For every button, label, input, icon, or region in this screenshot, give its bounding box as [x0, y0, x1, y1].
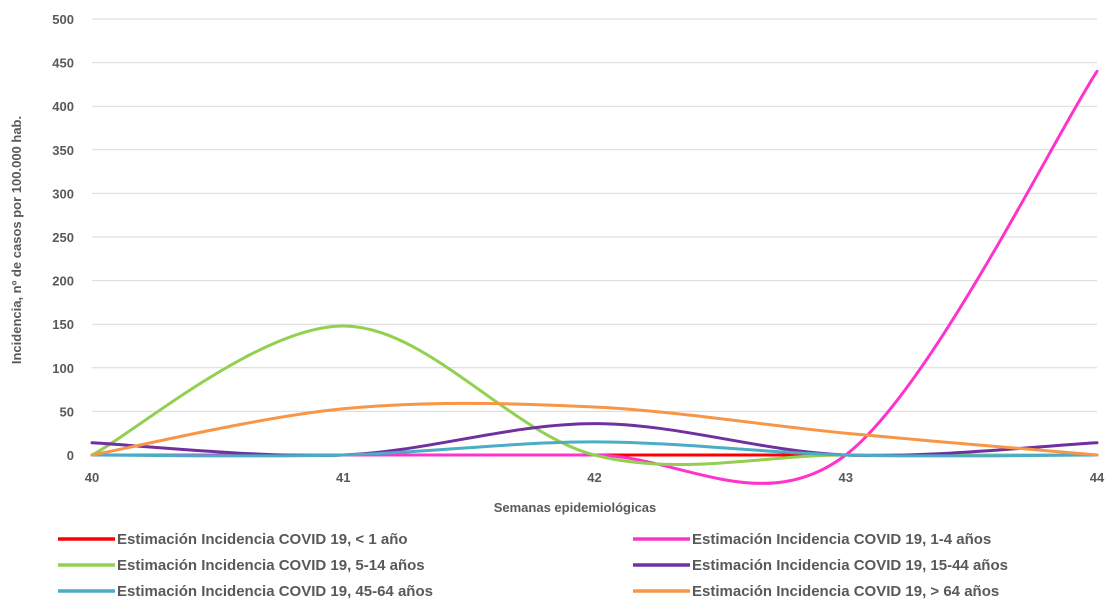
x-tick-label: 43	[839, 470, 853, 485]
x-tick-label: 40	[85, 470, 99, 485]
y-axis-title: Incidencia, nº de casos por 100.000 hab.	[9, 116, 24, 364]
x-axis-ticks: 40 41 42 43 44	[85, 470, 1105, 485]
gridlines	[92, 18, 1097, 456]
y-tick-label: 250	[52, 230, 74, 245]
legend-label: Estimación Incidencia COVID 19, 15-44 añ…	[692, 557, 1008, 574]
legend: Estimación Incidencia COVID 19, < 1 año E…	[58, 531, 1008, 600]
y-tick-label: 150	[52, 317, 74, 332]
legend-label: Estimación Incidencia COVID 19, 45-64 añ…	[117, 583, 433, 600]
x-tick-label: 44	[1090, 470, 1105, 485]
x-tick-label: 42	[587, 470, 601, 485]
y-tick-label: 400	[52, 99, 74, 114]
series-line-4	[90, 440, 1099, 458]
legend-label: Estimación Incidencia COVID 19, 5-14 año…	[117, 557, 425, 574]
series-line-2	[90, 324, 1099, 467]
y-axis-ticks: 0 50 100 150 200 250 300 350 400 450 500	[52, 12, 74, 463]
legend-label: Estimación Incidencia COVID 19, 1-4 años	[692, 531, 991, 548]
series-line-1	[90, 69, 1099, 485]
y-tick-label: 100	[52, 361, 74, 376]
legend-label: Estimación Incidencia COVID 19, < 1 año	[117, 531, 408, 548]
series-lines	[90, 69, 1099, 485]
y-tick-label: 50	[60, 404, 74, 419]
x-axis-title: Semanas epidemiológicas	[494, 500, 657, 515]
y-tick-label: 200	[52, 274, 74, 289]
y-tick-label: 0	[67, 448, 74, 463]
legend-label: Estimación Incidencia COVID 19, > 64 año…	[692, 583, 999, 600]
x-tick-label: 41	[336, 470, 350, 485]
series-line-5	[90, 401, 1099, 457]
series-line-3	[90, 422, 1099, 457]
y-tick-label: 300	[52, 186, 74, 201]
y-tick-label: 350	[52, 143, 74, 158]
y-tick-label: 450	[52, 56, 74, 71]
y-tick-label: 500	[52, 12, 74, 27]
